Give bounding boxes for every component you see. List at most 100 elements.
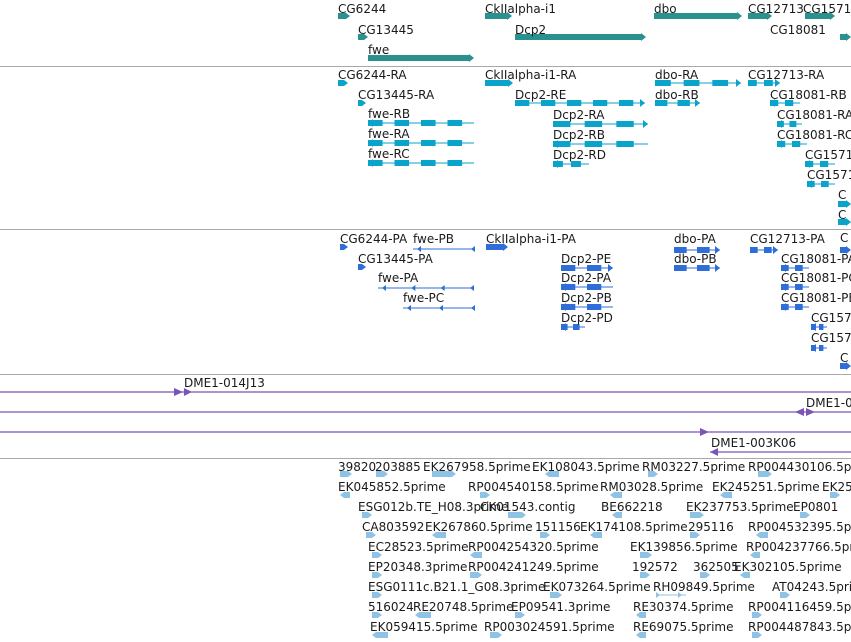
protein-glyph[interactable] <box>781 283 809 291</box>
transcript-glyph[interactable] <box>655 79 741 87</box>
protein-label[interactable]: fwe-PA <box>378 271 419 285</box>
transcript-glyph[interactable] <box>807 180 835 188</box>
est-glyph[interactable] <box>470 552 482 558</box>
protein-label[interactable]: fwe-PB <box>413 232 455 246</box>
est-label[interactable]: AT04243.5prime <box>772 580 851 594</box>
est-label[interactable]: RP004254320.5prime <box>468 540 599 554</box>
est-label[interactable]: CK01543.contig <box>480 500 576 514</box>
transcript-label[interactable]: CG18081-RB <box>770 88 847 102</box>
est-label[interactable]: RE20748.5prime <box>413 600 514 614</box>
est-label[interactable]: ESG012b.TE_H08.3prime <box>358 500 509 514</box>
protein-label[interactable]: Dcp2-PA <box>561 271 612 285</box>
protein-label[interactable]: CG157 <box>811 311 851 325</box>
transcript-glyph[interactable] <box>770 99 800 107</box>
est-label[interactable]: EK045852.5prime <box>338 480 446 494</box>
protein-glyph[interactable] <box>840 362 851 370</box>
gene-glyph[interactable] <box>805 12 835 20</box>
gene-label[interactable]: CkIIalpha-i1 <box>485 2 556 16</box>
est-label[interactable]: EP0801 <box>793 500 839 514</box>
protein-label[interactable]: dbo-PB <box>674 252 717 266</box>
gene-glyph[interactable] <box>654 12 742 20</box>
transcript-glyph[interactable] <box>515 99 645 107</box>
est-glyph[interactable] <box>590 532 602 538</box>
est-glyph[interactable] <box>800 512 810 518</box>
transcript-label[interactable]: Dcp2-RE <box>515 88 567 102</box>
protein-glyph[interactable] <box>781 264 809 272</box>
transcript-glyph[interactable] <box>368 119 474 127</box>
protein-glyph[interactable] <box>674 264 720 272</box>
clone-glyph[interactable] <box>0 388 851 396</box>
protein-label[interactable]: CG157 <box>811 331 851 345</box>
est-glyph[interactable] <box>470 572 482 578</box>
clone-label[interactable]: DME1-003K06 <box>711 436 797 450</box>
est-label[interactable]: EK25 <box>822 480 851 494</box>
transcript-label[interactable]: C <box>838 208 847 222</box>
est-label[interactable]: RP004532395.5prime <box>748 520 851 534</box>
est-glyph[interactable] <box>540 532 550 538</box>
protein-glyph[interactable] <box>486 243 508 251</box>
est-label[interactable]: ESG0111c.B21.1_G08.3prime <box>368 580 546 594</box>
protein-glyph[interactable] <box>413 246 475 252</box>
protein-label[interactable]: CG18081-PB <box>781 291 851 305</box>
transcript-glyph[interactable] <box>805 160 835 168</box>
gene-glyph[interactable] <box>485 12 512 20</box>
est-glyph[interactable] <box>550 592 562 598</box>
protein-glyph[interactable] <box>561 303 613 311</box>
est-label[interactable]: 362505 <box>693 560 739 574</box>
protein-glyph[interactable] <box>358 264 366 270</box>
transcript-label[interactable]: Dcp2-RA <box>553 108 605 122</box>
est-glyph[interactable] <box>340 492 350 498</box>
est-glyph[interactable] <box>480 492 490 498</box>
protein-label[interactable]: C <box>840 231 849 245</box>
protein-label[interactable]: CG6244-PA <box>340 232 408 246</box>
transcript-glyph[interactable] <box>368 159 474 167</box>
est-glyph[interactable] <box>376 471 388 477</box>
est-label[interactable]: 203885 <box>375 460 421 474</box>
est-glyph[interactable] <box>636 632 646 638</box>
gene-label[interactable]: Dcp2 <box>515 23 547 37</box>
transcript-glyph[interactable] <box>368 139 474 147</box>
transcript-label[interactable]: fwe-RC <box>368 147 410 161</box>
est-label[interactable]: RE30374.5prime <box>633 600 734 614</box>
gene-glyph[interactable] <box>840 33 851 41</box>
est-label[interactable]: 39820 <box>338 460 377 474</box>
gene-label[interactable]: CG18081 <box>770 23 826 37</box>
transcript-label[interactable]: CkIIalpha-i1-RA <box>485 68 577 82</box>
protein-label[interactable]: CG13445-PA <box>358 252 433 266</box>
est-glyph[interactable] <box>752 612 762 618</box>
transcript-glyph[interactable] <box>777 120 802 128</box>
protein-label[interactable]: dbo-PA <box>674 232 716 246</box>
transcript-glyph[interactable] <box>838 218 851 226</box>
est-glyph[interactable] <box>752 632 762 638</box>
protein-glyph[interactable] <box>781 303 809 311</box>
transcript-label[interactable]: CG6244-RA <box>338 68 407 82</box>
clone-glyph[interactable] <box>0 408 851 416</box>
gene-glyph[interactable] <box>515 33 646 41</box>
protein-label[interactable]: Dcp2-PB <box>561 291 612 305</box>
protein-label[interactable]: fwe-PC <box>403 291 445 305</box>
est-label[interactable]: RP004430106.5prime <box>748 460 851 474</box>
est-glyph[interactable] <box>490 632 502 638</box>
est-glyph[interactable] <box>656 592 686 598</box>
est-label[interactable]: EK073264.5prime <box>543 580 651 594</box>
protein-glyph[interactable] <box>750 246 778 254</box>
transcript-label[interactable]: CG13445-RA <box>358 88 435 102</box>
gene-label[interactable]: CG13445 <box>358 23 414 37</box>
est-label[interactable]: EP09541.3prime <box>511 600 611 614</box>
est-glyph[interactable] <box>515 612 525 618</box>
est-label[interactable]: 516024 <box>368 600 414 614</box>
est-glyph[interactable] <box>362 512 372 518</box>
est-label[interactable]: CA803592 <box>362 520 425 534</box>
protein-label[interactable]: C <box>840 351 849 365</box>
est-label[interactable]: EK108043.5prime <box>532 460 640 474</box>
est-glyph[interactable] <box>830 492 840 498</box>
gene-label[interactable]: CG1571 <box>803 2 851 16</box>
est-label[interactable]: EK245251.5prime <box>712 480 820 494</box>
est-glyph[interactable] <box>366 532 376 538</box>
protein-glyph[interactable] <box>811 323 827 331</box>
protein-label[interactable]: Dcp2-PD <box>561 311 613 325</box>
protein-label[interactable]: CG18081-PA <box>781 252 851 266</box>
est-glyph[interactable] <box>372 552 382 558</box>
est-label[interactable]: EK267958.5prime <box>423 460 531 474</box>
est-glyph[interactable] <box>750 552 760 558</box>
